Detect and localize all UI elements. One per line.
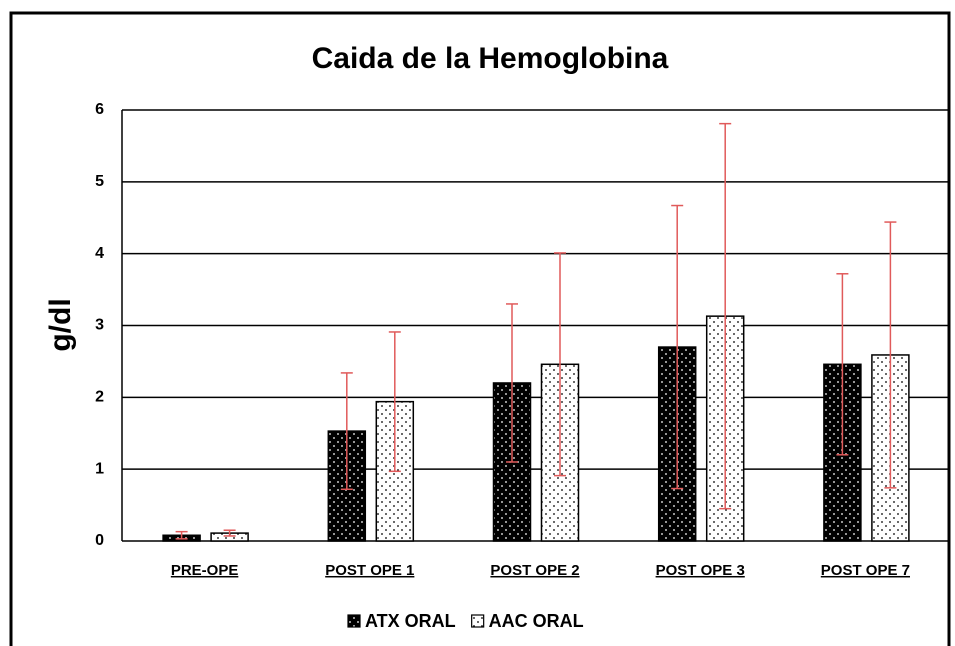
y-tick-label: 6 (95, 101, 104, 118)
x-tick-label: POST OPE 1 (325, 562, 414, 579)
x-tick-label: POST OPE 2 (490, 562, 579, 579)
y-axis-label: g/dl (44, 298, 77, 351)
chart-title: Caida de la Hemoglobina (312, 42, 669, 75)
frame (9, 11, 951, 646)
legend-label: ATX ORAL (365, 611, 456, 631)
x-tick-label: POST OPE 3 (656, 562, 745, 579)
x-tick-label: PRE-OPE (171, 562, 239, 579)
legend-swatch (471, 614, 485, 628)
y-tick-label: 3 (95, 317, 104, 334)
y-tick-label: 2 (95, 389, 104, 406)
y-tick-label: 4 (95, 245, 104, 262)
legend-label: AAC ORAL (489, 611, 584, 631)
y-tick-label: 5 (95, 173, 104, 190)
x-tick-label: POST OPE 7 (821, 562, 910, 579)
y-tick-label: 1 (95, 460, 104, 477)
y-tick-label: 0 (95, 532, 104, 549)
legend-swatch (347, 614, 361, 628)
